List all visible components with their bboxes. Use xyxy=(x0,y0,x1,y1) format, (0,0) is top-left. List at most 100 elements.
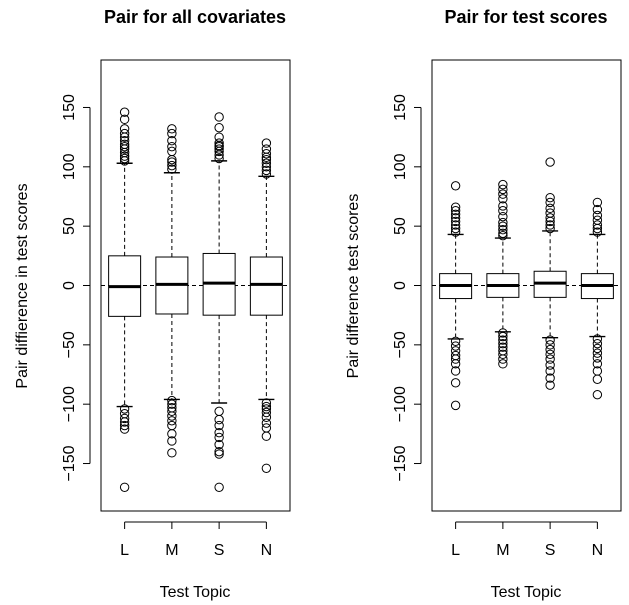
outlier-point xyxy=(592,204,603,215)
y-tick-label: 150 xyxy=(61,94,78,121)
outlier-point xyxy=(450,354,461,364)
outlier-point xyxy=(592,227,603,237)
y-axis-label: Pair diffierence in test scores xyxy=(14,183,31,388)
outlier-point xyxy=(261,401,272,412)
outlier-point xyxy=(450,202,461,212)
outlier-point xyxy=(167,436,177,446)
outlier-point xyxy=(545,157,555,167)
outlier-point xyxy=(119,417,130,427)
outlier-point xyxy=(498,221,508,231)
outlier-point xyxy=(450,366,461,376)
outlier-point xyxy=(545,340,555,350)
outlier-point xyxy=(592,348,603,358)
outlier-point xyxy=(167,395,177,406)
chart-title: Pair for all covariates xyxy=(104,7,286,27)
outlier-point xyxy=(545,213,555,223)
outlier-point xyxy=(545,203,555,214)
outlier-point xyxy=(214,138,224,148)
box-body xyxy=(249,256,283,316)
y-tick-label: 50 xyxy=(61,217,78,235)
outlier-point xyxy=(592,210,603,221)
outlier-point xyxy=(214,414,224,425)
outlier-point xyxy=(261,431,272,441)
outlier-point xyxy=(214,144,224,154)
outlier-point xyxy=(545,366,555,376)
outlier-point xyxy=(545,344,555,355)
x-tick-label: M xyxy=(496,542,509,559)
panel-test-scores: Pair for test scores Pair difference tes… xyxy=(345,7,622,601)
outlier-point xyxy=(167,146,177,157)
x-axis-label: Test Topic xyxy=(491,584,562,601)
outlier-point xyxy=(261,169,272,179)
outlier-point xyxy=(545,380,555,390)
x-tick-label: L xyxy=(120,542,129,559)
outlier-point xyxy=(167,128,177,139)
outlier-point xyxy=(214,427,224,438)
outlier-point xyxy=(214,153,224,164)
outlier-point xyxy=(261,165,272,176)
outlier-point xyxy=(261,407,272,418)
outlier-point xyxy=(214,420,224,431)
outlier-point xyxy=(261,162,272,172)
outlier-point xyxy=(167,160,177,171)
box-S xyxy=(533,157,567,390)
outlier-point xyxy=(450,341,461,351)
box-M xyxy=(155,124,189,458)
box-M xyxy=(486,179,520,369)
outlier-point xyxy=(167,416,177,426)
outlier-point xyxy=(545,335,555,345)
x-tick-label: S xyxy=(545,542,556,559)
outlier-point xyxy=(498,201,508,211)
box-N xyxy=(249,138,283,473)
outlier-point xyxy=(498,179,508,190)
x-tick-label: N xyxy=(261,542,273,559)
outlier-point xyxy=(167,429,177,439)
outlier-point xyxy=(498,349,508,360)
outlier-point xyxy=(592,359,603,369)
outlier-point xyxy=(119,413,130,424)
outlier-point xyxy=(498,228,508,238)
outlier-point xyxy=(261,463,272,473)
outlier-point xyxy=(592,215,603,225)
outlier-point xyxy=(214,482,224,492)
outlier-point xyxy=(545,349,555,360)
outlier-point xyxy=(214,406,224,417)
y-tick-label: 100 xyxy=(61,153,78,180)
outlier-point xyxy=(167,157,177,167)
outlier-point xyxy=(450,213,461,223)
outlier-point xyxy=(119,141,130,152)
outlier-point xyxy=(545,373,555,383)
outlier-point xyxy=(167,411,177,421)
box-S xyxy=(202,112,236,492)
y-tick-label: 100 xyxy=(392,153,409,180)
outlier-point xyxy=(119,420,130,431)
outlier-point xyxy=(498,354,508,364)
outlier-point xyxy=(119,151,130,161)
outlier-point xyxy=(119,404,130,414)
outlier-point xyxy=(119,408,130,419)
outlier-point xyxy=(545,192,555,203)
outlier-point xyxy=(119,139,130,149)
outlier-point xyxy=(261,149,272,159)
outlier-point xyxy=(119,107,130,117)
outlier-point xyxy=(214,449,224,459)
outlier-point xyxy=(261,418,272,428)
outlier-point xyxy=(592,389,603,400)
outlier-point xyxy=(450,181,461,191)
outlier-point xyxy=(592,220,603,230)
y-tick-label: 0 xyxy=(61,281,78,290)
outlier-point xyxy=(498,230,508,241)
outlier-point xyxy=(450,209,461,219)
outlier-point xyxy=(498,359,508,369)
outlier-point xyxy=(498,184,508,195)
outlier-point xyxy=(592,334,603,344)
outlier-point xyxy=(167,406,177,417)
chart-title: Pair for test scores xyxy=(444,7,607,27)
outlier-point xyxy=(167,399,177,409)
x-tick-label: S xyxy=(214,542,225,559)
outlier-point xyxy=(214,122,224,133)
outlier-point xyxy=(119,128,130,139)
outlier-point xyxy=(450,346,461,356)
outlier-point xyxy=(119,124,130,134)
outlier-point xyxy=(261,138,272,148)
